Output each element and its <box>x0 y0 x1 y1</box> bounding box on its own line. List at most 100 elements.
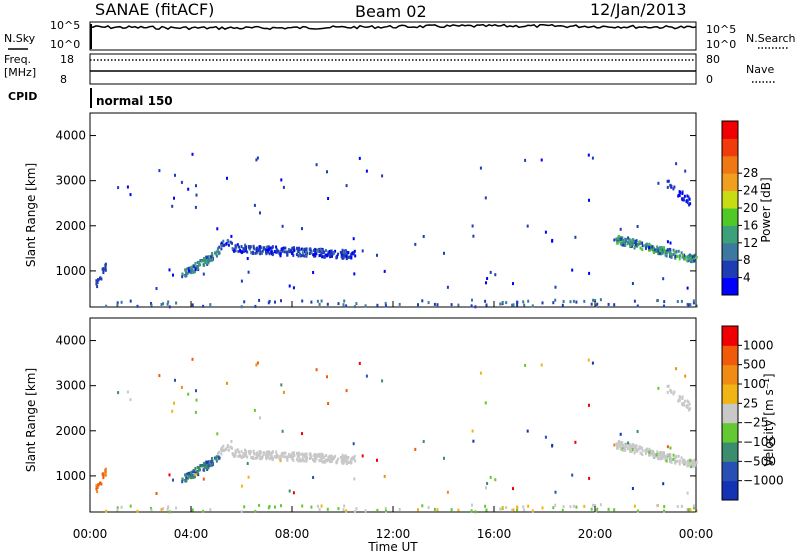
power-echo <box>688 203 690 207</box>
power-echo <box>649 244 652 248</box>
power-echo <box>669 252 672 256</box>
power-echo <box>505 301 508 305</box>
velocity-echo <box>104 473 107 477</box>
velocity-echo <box>664 458 667 462</box>
velocity-echo <box>656 504 659 508</box>
velocity-echo <box>590 507 593 511</box>
power-echo <box>673 251 676 255</box>
power-echo <box>651 245 654 249</box>
power-echo <box>446 285 449 289</box>
power-echo <box>301 227 303 231</box>
velocity-echo <box>326 375 328 379</box>
velocity-echo <box>310 505 313 509</box>
velocity-echo <box>150 508 153 512</box>
power-echo <box>326 170 328 174</box>
power-echo <box>314 254 317 258</box>
velocity-echo <box>670 460 673 464</box>
power-echo <box>207 259 210 263</box>
power-echo <box>665 254 668 258</box>
power-echo <box>675 162 678 166</box>
power-echo <box>531 304 534 308</box>
power-echo <box>298 248 301 252</box>
velocity-echo <box>314 459 317 463</box>
power-echo <box>282 185 285 189</box>
velocity-echo <box>298 458 301 462</box>
velocity-echo <box>684 374 687 378</box>
velocity-echo <box>234 454 237 458</box>
colorbar-segment <box>722 225 738 244</box>
power-echo <box>303 247 306 251</box>
power-echo <box>319 253 321 257</box>
power-echo <box>676 300 679 303</box>
velocity-echo <box>301 432 303 436</box>
velocity-echo <box>616 444 619 448</box>
velocity-echo <box>657 454 660 458</box>
velocity-echo <box>672 457 675 461</box>
power-echo <box>552 301 555 305</box>
velocity-echo <box>470 509 473 513</box>
power-echo <box>259 211 261 215</box>
nsearch-label: N.Search <box>746 32 796 45</box>
power-echo <box>489 270 492 274</box>
power-ylabel: Slant Range [km] <box>24 163 38 267</box>
power-echo <box>238 245 240 249</box>
velocity-echo <box>188 474 191 478</box>
power-echo <box>376 253 378 257</box>
power-echo <box>641 244 644 248</box>
velocity-echo <box>279 457 282 461</box>
velocity-echo <box>505 506 508 510</box>
power-echo <box>242 247 245 251</box>
velocity-echo <box>216 432 219 436</box>
velocity-echo <box>634 448 637 452</box>
power-echo <box>230 234 233 238</box>
power-echo <box>636 244 639 248</box>
power-echo <box>252 246 255 250</box>
power-echo <box>655 249 658 253</box>
velocity-echo <box>325 458 328 462</box>
velocity-echo <box>646 447 649 451</box>
velocity-echo <box>552 506 555 510</box>
velocity-echo <box>485 486 487 490</box>
velocity-echo <box>683 460 686 464</box>
velocity-echo <box>641 446 644 450</box>
velocity-echo <box>225 447 228 451</box>
power-echo <box>494 273 497 277</box>
velocity-echo <box>686 464 689 468</box>
power-echo <box>104 262 107 266</box>
power-colorbar: 4 8 12 16 20 24 28 <box>721 120 758 296</box>
velocity-echo <box>569 505 572 509</box>
power-echo <box>234 249 237 253</box>
power-echo <box>180 180 183 184</box>
velocity-echo <box>666 384 669 388</box>
power-echo <box>242 250 245 254</box>
velocity-echo <box>288 489 291 493</box>
velocity-echo <box>301 452 303 456</box>
velocity-echo <box>267 506 270 510</box>
power-echo <box>246 250 249 254</box>
power-echo <box>616 241 619 245</box>
velocity-echo <box>298 451 301 455</box>
velocity-echo <box>669 456 672 460</box>
velocity-echo <box>268 457 271 461</box>
power-echo <box>689 254 692 257</box>
colorbar-segment <box>722 403 738 424</box>
power-echo <box>254 304 257 308</box>
power-echo <box>259 246 262 250</box>
velocity-echo <box>512 487 514 491</box>
velocity-echo <box>246 462 249 465</box>
velocity-echo <box>354 459 357 463</box>
power-echo <box>354 254 357 258</box>
velocity-echo <box>695 460 698 464</box>
power-echo <box>333 251 336 255</box>
nsearch-tick-bottom: 10^0 <box>706 38 736 51</box>
colorbar-segment <box>722 173 738 192</box>
velocity-echo <box>632 443 635 447</box>
velocity-echo <box>267 455 269 459</box>
velocity-echo <box>266 453 269 457</box>
velocity-echo <box>347 456 350 459</box>
velocity-echo <box>256 361 259 365</box>
velocity-echo <box>691 463 694 467</box>
velocity-echo <box>171 409 174 413</box>
velocity-echo <box>231 452 234 456</box>
power-echo <box>297 250 300 253</box>
